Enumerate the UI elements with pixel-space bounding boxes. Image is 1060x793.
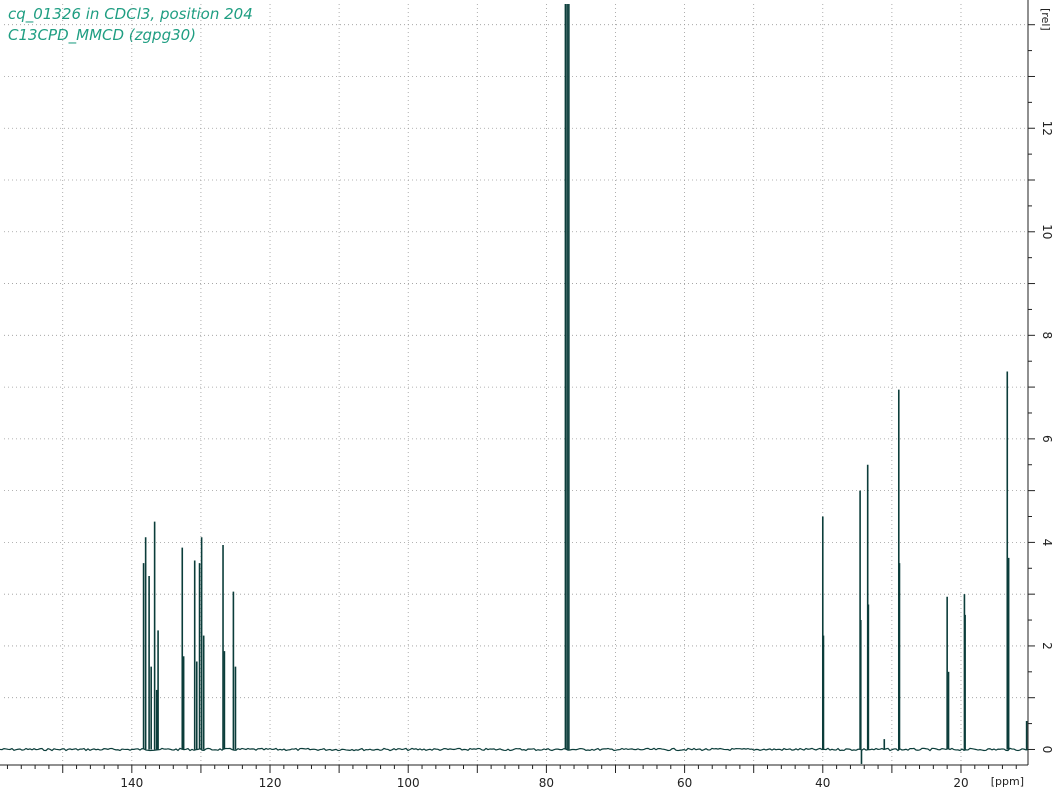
y-tick-label: 4 bbox=[1040, 539, 1054, 547]
x-tick-label: 60 bbox=[677, 776, 692, 790]
spectrum-title: cq_01326 in CDCl3, position 204 bbox=[8, 5, 253, 23]
y-tick-label: 0 bbox=[1040, 746, 1054, 754]
y-tick-label: 2 bbox=[1040, 642, 1054, 650]
x-tick-label: 100 bbox=[397, 776, 420, 790]
y-tick-label: 12 bbox=[1040, 121, 1054, 136]
y-tick-label: 8 bbox=[1040, 331, 1054, 339]
y-tick-label: 6 bbox=[1040, 435, 1054, 443]
x-tick-label: 120 bbox=[259, 776, 282, 790]
x-axis-ticks: 140 120 100 80 60 40 20 bbox=[6, 765, 1017, 790]
spectrum-baseline bbox=[0, 747, 1029, 752]
x-tick-label: 80 bbox=[539, 776, 554, 790]
x-tick-label: 40 bbox=[815, 776, 830, 790]
baseline bbox=[0, 747, 1029, 752]
peaks bbox=[142, 4, 1028, 764]
y-tick-label: 10 bbox=[1040, 224, 1054, 239]
y-axis-ticks: 0 2 4 6 8 10 12 bbox=[1028, 24, 1054, 754]
x-tick-label: 20 bbox=[953, 776, 968, 790]
x-axis-unit-label: [ppm] bbox=[991, 775, 1024, 788]
grid bbox=[4, 4, 1028, 765]
spectrum-subtitle: C13CPD_MMCD (zgpg30) bbox=[8, 26, 197, 44]
y-axis-unit-label: [rel] bbox=[1039, 8, 1052, 31]
axes bbox=[0, 0, 1029, 766]
x-tick-label: 140 bbox=[120, 776, 143, 790]
